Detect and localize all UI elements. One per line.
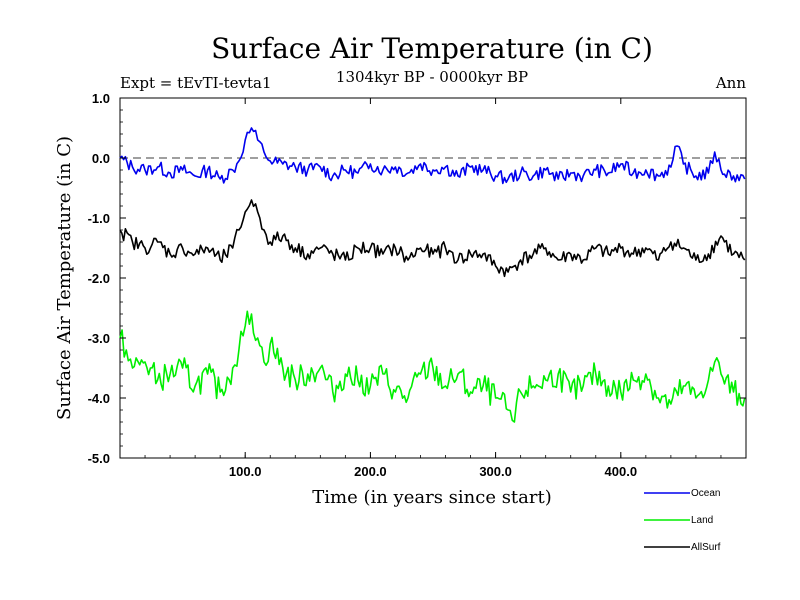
y-tick-label: -3.0 [88,331,110,346]
chart-subtitle: 1304kyr BP - 0000kyr BP [336,68,528,86]
season-label: Ann [715,74,746,92]
series-line-ocean [119,127,746,185]
x-tick-label: 200.0 [354,464,387,479]
y-tick-label: -4.0 [88,391,110,406]
y-tick-label: 1.0 [92,91,110,106]
experiment-label: Expt = tEvTI-tevta1 [120,74,272,92]
x-tick-label: 100.0 [229,464,262,479]
y-tick-label: 0.0 [92,151,110,166]
x-tick-label: 400.0 [605,464,638,479]
series-layer [119,127,746,423]
y-tick-label: -2.0 [88,271,110,286]
legend: Ocean Land AllSurf [644,488,721,553]
axis-layer: 1.0 0.0 -1.0 -2.0 -3.0 -4.0 -5.0 100.0 200.0 300.… [88,91,746,479]
series-line-allsurf [119,199,746,278]
plot-frame [119,97,747,459]
y-tick-label: -5.0 [88,451,110,466]
y-axis-label: Surface Air Temperature (in C) [54,136,75,420]
y-tick-label: -1.0 [88,211,110,226]
series-line-land [119,310,746,423]
legend-label-land: Land [691,515,713,526]
legend-label-ocean: Ocean [691,488,720,499]
x-axis-label: Time (in years since start) [312,487,552,508]
chart-title: Surface Air Temperature (in C) [211,32,653,65]
legend-label-allsurf: AllSurf [691,542,721,553]
x-tick-label: 300.0 [479,464,512,479]
